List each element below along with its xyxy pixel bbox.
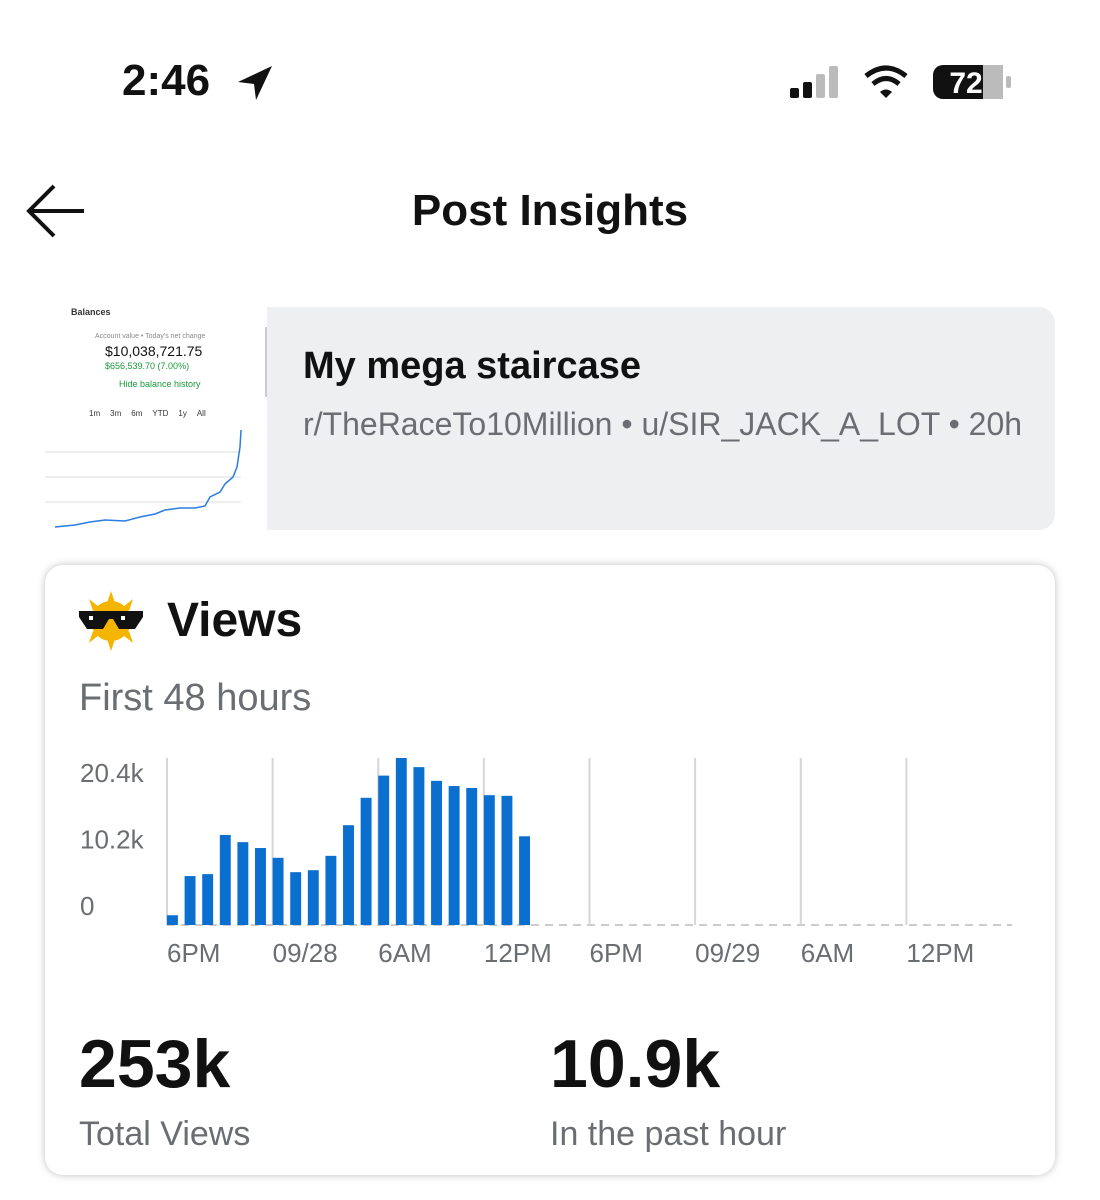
back-button[interactable] xyxy=(24,180,88,244)
bar xyxy=(307,870,319,925)
bar xyxy=(237,842,249,925)
page-title: Post Insights xyxy=(411,186,689,235)
views-title: Views xyxy=(167,594,303,647)
thumb-range: 3m xyxy=(110,409,122,418)
battery-level: 72 xyxy=(949,67,982,100)
bar xyxy=(219,834,231,925)
views-icon xyxy=(79,591,143,651)
views-card: Views First 48 hours 253k Total Views 10… xyxy=(45,565,1055,1175)
post-meta: r/TheRaceTo10Million • u/SIR_JACK_A_LOT … xyxy=(303,406,1023,442)
x-tick-label: 12PM xyxy=(484,938,552,968)
bar xyxy=(413,767,425,925)
thumb-caption: Account value • Today's net change xyxy=(95,333,206,340)
bar xyxy=(519,836,530,925)
x-tick-label: 6AM xyxy=(801,938,854,968)
thumb-title: Balances xyxy=(71,307,111,317)
post-preview[interactable]: Balances Account value • Today's net cha… xyxy=(45,307,1055,530)
stat-value: 253k xyxy=(79,1026,231,1102)
bar xyxy=(272,857,284,925)
bar xyxy=(325,855,337,925)
bar xyxy=(395,758,407,925)
thumb-ranges: 1m 3m 6m YTD 1y All xyxy=(89,409,206,418)
thumb-chart xyxy=(45,429,242,528)
post-thumbnail: Balances Account value • Today's net cha… xyxy=(45,307,267,530)
thumb-range: YTD xyxy=(152,409,169,418)
bar xyxy=(184,876,196,925)
y-tick-label: 20.4k xyxy=(80,758,145,788)
bar xyxy=(360,797,372,925)
bar xyxy=(466,788,478,925)
bar xyxy=(202,874,214,925)
y-tick-label: 10.2k xyxy=(80,824,145,854)
thumb-range: All xyxy=(196,409,206,418)
location-icon xyxy=(238,66,272,100)
thumb-change: $656,539.70 (7.00%) xyxy=(105,361,190,371)
x-tick-label: 6PM xyxy=(590,938,643,968)
stat-label: Total Views xyxy=(79,1115,251,1153)
bar xyxy=(378,775,390,925)
x-tick-label: 09/29 xyxy=(695,938,760,968)
thumb-balance: $10,038,721.75 xyxy=(105,343,203,359)
bar xyxy=(167,915,178,925)
bar xyxy=(290,872,302,925)
bar xyxy=(255,848,266,925)
x-tick-label: 6PM xyxy=(167,938,220,968)
post-title: My mega staircase xyxy=(303,345,641,387)
status-time: 2:46 xyxy=(122,56,211,105)
bar xyxy=(483,795,495,925)
x-tick-label: 6AM xyxy=(378,938,431,968)
thumb-toggle: Hide balance history xyxy=(119,379,201,389)
bar xyxy=(431,780,442,925)
bar xyxy=(448,786,460,925)
views-subtitle: First 48 hours xyxy=(79,677,312,719)
bar xyxy=(501,795,513,925)
x-tick-label: 12PM xyxy=(906,938,974,968)
stat-label: In the past hour xyxy=(550,1115,787,1153)
thumb-range: 1y xyxy=(178,409,187,418)
thumb-divider xyxy=(265,327,267,397)
x-tick-label: 09/28 xyxy=(273,938,338,968)
status-icons: 72 xyxy=(790,65,1011,100)
bar xyxy=(343,825,354,925)
y-tick-label: 0 xyxy=(80,891,94,921)
thumb-range: 6m xyxy=(131,409,143,418)
stat-value: 10.9k xyxy=(550,1026,721,1102)
thumb-range: 1m xyxy=(89,409,101,418)
